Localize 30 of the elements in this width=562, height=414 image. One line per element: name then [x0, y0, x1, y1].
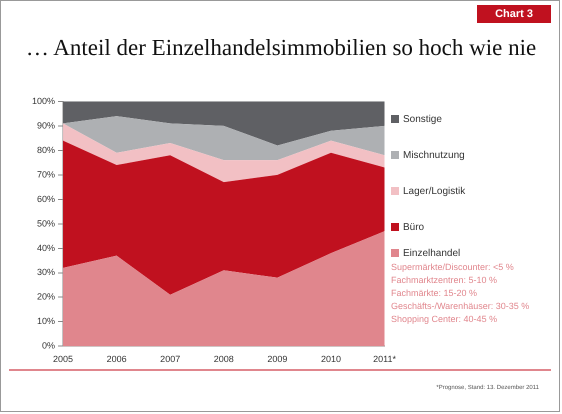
legend-label: Büro	[402, 220, 426, 234]
y-tick-label: 80%	[37, 144, 56, 155]
x-tick-label: 2011*	[373, 354, 396, 364]
text: Fachmärkte: 15-20 %	[391, 287, 478, 300]
y-tick-label: 100%	[32, 96, 56, 106]
chart-title: … Anteil der Einzelhandelsimmobilien so hoch wie nie	[24, 35, 538, 61]
legend-label: Sonstige	[402, 112, 443, 126]
y-tick-label: 10%	[37, 316, 56, 326]
legend-label: Einzelhandel	[402, 246, 462, 260]
y-tick-label: 60%	[37, 194, 56, 204]
y-tick-label: 0%	[42, 340, 56, 351]
text: Fachmarktzentren: 5-10 %	[391, 274, 498, 287]
text: Geschäfts-/Warenhäuser: 30-35 %	[391, 300, 530, 313]
x-tick-label: 2009	[267, 354, 288, 364]
text: Shopping Center: 40-45 %	[391, 313, 498, 326]
x-tick-label: 2010	[320, 354, 341, 364]
y-tick-label: 20%	[37, 292, 56, 302]
legend-label: Lager/Logistik	[402, 184, 466, 198]
legend-label: Mischnutzung	[402, 148, 466, 162]
text: Supermärkte/Discounter: <5 %	[391, 261, 515, 274]
y-tick-label: 90%	[37, 120, 56, 130]
x-tick-label: 2005	[53, 354, 74, 364]
x-tick-label: 2006	[106, 354, 127, 364]
caption: Chart 3	[477, 5, 551, 23]
x-tick-label: 2008	[214, 354, 234, 364]
y-tick-label: 70%	[37, 169, 56, 180]
y-tick-label: 30%	[37, 267, 56, 278]
x-tick-label: 2007	[160, 354, 180, 364]
y-tick-label: 40%	[37, 242, 56, 253]
y-tick-label: 50%	[37, 218, 56, 228]
